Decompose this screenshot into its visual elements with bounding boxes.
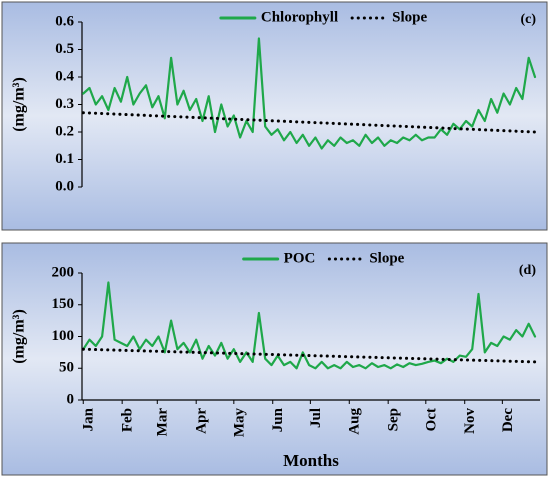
series-line (81, 347, 537, 364)
annotation: (d) (519, 263, 536, 278)
legend: Chlorophyll Slope (219, 9, 427, 25)
x-tick-label: Oct (423, 408, 439, 431)
y-tick-label: 0.3 (55, 96, 74, 112)
x-tick-label: Feb (120, 408, 136, 432)
legend-label: Slope (369, 250, 404, 266)
y-tick-label: 0.2 (55, 123, 74, 139)
series-line (82, 281, 537, 370)
legend: POC Slope (242, 250, 405, 266)
x-tick-label: Dec (500, 408, 516, 432)
y-tick-label: 0 (67, 391, 75, 407)
x-axis-label: Months (283, 451, 339, 470)
y-axis-label: (mg/m³) (11, 77, 28, 132)
y-tick-label: 0.6 (55, 13, 74, 29)
panel-background (1, 1, 548, 231)
y-tick-label: 200 (52, 264, 75, 280)
series-line (82, 37, 537, 150)
y-tick-label: 150 (52, 296, 75, 312)
x-tick-label: Jul (308, 408, 324, 428)
y-tick-label: 0.1 (55, 151, 74, 167)
y-tick-label: 100 (52, 328, 75, 344)
legend-label: Slope (392, 9, 427, 25)
legend-label: POC (284, 250, 316, 266)
y-axis-label: (mg/m³) (11, 309, 28, 364)
x-tick-label: Jan (81, 407, 97, 431)
x-tick-label: Mar (155, 408, 171, 437)
legend-label: Chlorophyll (261, 9, 338, 25)
x-tick-label: Nov (462, 408, 478, 434)
y-tick-label: 0.5 (55, 41, 74, 57)
series-line (81, 111, 537, 134)
annotation: (c) (520, 12, 536, 27)
y-tick-label: 0.0 (55, 178, 74, 194)
y-tick-label: 50 (59, 360, 74, 376)
x-tick-label: Aug (347, 408, 363, 435)
x-tick-label: Apr (194, 408, 210, 434)
y-tick-label: 0.4 (55, 68, 74, 84)
x-tick-label: May (231, 408, 247, 438)
x-tick-label: Jun (270, 407, 286, 432)
x-tick-label: Sep (386, 408, 402, 431)
